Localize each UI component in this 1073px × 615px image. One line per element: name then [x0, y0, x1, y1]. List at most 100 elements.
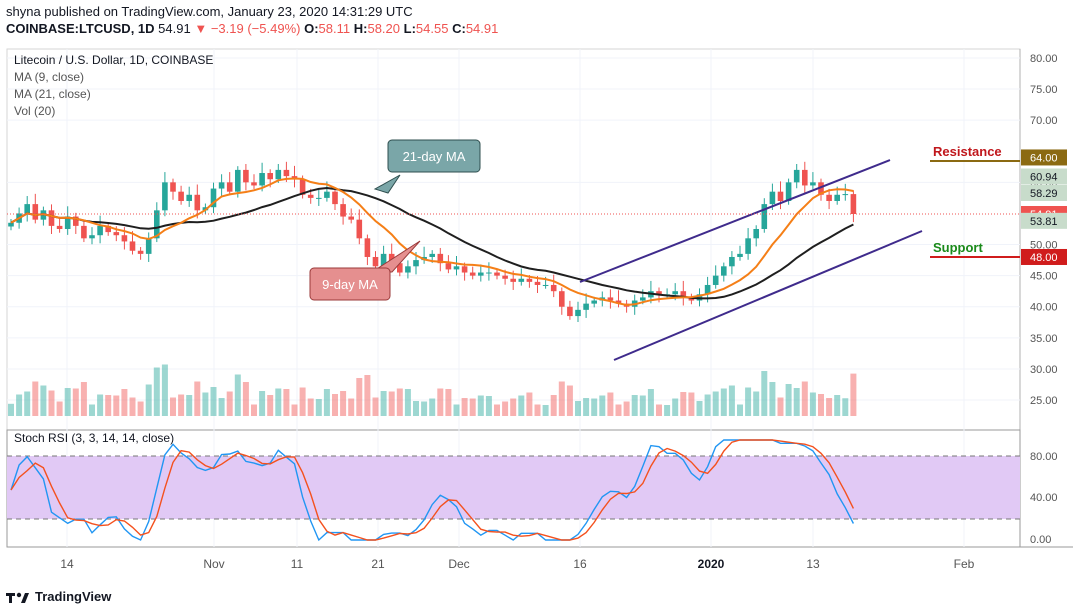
- volume-bar: [8, 403, 14, 416]
- candle[interactable]: [680, 280, 687, 306]
- rsi-tick-80: 80.00: [1030, 451, 1058, 463]
- candle[interactable]: [688, 293, 695, 305]
- candle[interactable]: [137, 247, 144, 260]
- volume-bar: [16, 394, 23, 416]
- candle[interactable]: [170, 178, 176, 200]
- candle[interactable]: [24, 196, 30, 222]
- candle[interactable]: [478, 264, 484, 282]
- candle[interactable]: [81, 219, 87, 243]
- candle[interactable]: [405, 260, 411, 279]
- volume-bar: [615, 404, 622, 416]
- low-value: 54.55: [415, 21, 449, 36]
- candle[interactable]: [842, 183, 849, 201]
- candle[interactable]: [372, 251, 379, 271]
- candle[interactable]: [575, 301, 581, 322]
- candle[interactable]: [737, 245, 743, 261]
- candle[interactable]: [721, 262, 727, 282]
- candle[interactable]: [729, 251, 735, 275]
- candle[interactable]: [583, 293, 589, 318]
- candle[interactable]: [550, 274, 557, 298]
- time-axis[interactable]: 14 Nov 11 21 Dec 16 2020 13 Feb: [60, 557, 974, 571]
- candle[interactable]: [340, 198, 346, 225]
- candle[interactable]: [518, 268, 525, 286]
- candle[interactable]: [802, 161, 808, 194]
- candle[interactable]: [364, 234, 371, 266]
- candle[interactable]: [559, 287, 565, 315]
- volume-bar: [404, 389, 411, 416]
- candle[interactable]: [486, 262, 492, 281]
- ma9-line[interactable]: [10, 177, 854, 307]
- candle[interactable]: [777, 181, 784, 210]
- candle[interactable]: [194, 184, 201, 219]
- candle[interactable]: [291, 165, 298, 188]
- vol-legend[interactable]: Vol (20): [14, 104, 55, 118]
- candle[interactable]: [218, 174, 225, 197]
- candle[interactable]: [210, 182, 217, 214]
- candle[interactable]: [40, 206, 47, 226]
- candle[interactable]: [348, 208, 354, 224]
- close-value: 54.91: [465, 21, 499, 36]
- candle[interactable]: [850, 190, 857, 223]
- volume-bar: [737, 404, 743, 416]
- candle[interactable]: [623, 299, 630, 313]
- candle[interactable]: [89, 227, 95, 245]
- ma21-callout[interactable]: 21-day MA: [373, 139, 481, 194]
- candle[interactable]: [162, 172, 168, 217]
- lower-trendline[interactable]: [613, 230, 923, 361]
- price-axis[interactable]: 80.0075.0070.0060.0050.0045.0040.0035.00…: [1030, 53, 1058, 407]
- candle[interactable]: [145, 232, 152, 262]
- candle[interactable]: [793, 163, 800, 189]
- tradingview-logo-icon: [6, 592, 29, 603]
- candle[interactable]: [316, 189, 322, 206]
- volume-bar: [785, 384, 792, 416]
- candle[interactable]: [332, 187, 338, 211]
- candle[interactable]: [32, 193, 39, 224]
- upper-trendline[interactable]: [579, 159, 891, 283]
- candle[interactable]: [753, 225, 759, 247]
- volume-bar: [429, 398, 436, 416]
- ma21-line[interactable]: [10, 186, 854, 300]
- ma9-legend[interactable]: MA (9, close): [14, 70, 84, 84]
- candle[interactable]: [421, 246, 427, 264]
- candle[interactable]: [178, 185, 184, 205]
- ma9-callout-text: 9-day MA: [322, 277, 378, 292]
- candle[interactable]: [818, 178, 824, 201]
- candle[interactable]: [494, 268, 500, 280]
- ma9-callout[interactable]: 9-day MA: [309, 240, 421, 301]
- candle[interactable]: [469, 266, 476, 280]
- candle[interactable]: [56, 217, 63, 233]
- candle[interactable]: [445, 255, 452, 274]
- candle[interactable]: [226, 172, 233, 196]
- candle[interactable]: [810, 172, 816, 190]
- rsi-legend[interactable]: Stoch RSI (3, 3, 14, 14, close): [14, 431, 174, 445]
- volume-bar: [340, 391, 347, 416]
- candle[interactable]: [826, 188, 832, 210]
- candle[interactable]: [186, 186, 192, 207]
- candle[interactable]: [73, 212, 79, 234]
- candle[interactable]: [105, 222, 111, 236]
- candle[interactable]: [64, 206, 71, 235]
- candle[interactable]: [761, 198, 768, 233]
- candle[interactable]: [453, 256, 460, 276]
- price-badge-label: 64.00: [1030, 152, 1058, 164]
- candle[interactable]: [567, 300, 573, 320]
- chart-canvas[interactable]: Litecoin / U.S. Dollar, 1D, COINBASE MA …: [0, 40, 1073, 588]
- candle[interactable]: [251, 174, 257, 190]
- candle[interactable]: [615, 290, 622, 308]
- candle[interactable]: [356, 209, 363, 245]
- candle[interactable]: [259, 162, 265, 192]
- candles[interactable]: [8, 161, 857, 322]
- candle[interactable]: [129, 231, 136, 255]
- candle[interactable]: [243, 163, 249, 191]
- candle[interactable]: [607, 289, 614, 309]
- ma21-legend[interactable]: MA (21, close): [14, 87, 91, 101]
- candle[interactable]: [712, 265, 719, 289]
- candle[interactable]: [8, 219, 14, 231]
- volume-bar: [186, 395, 193, 416]
- candle[interactable]: [745, 228, 751, 260]
- footer-brand[interactable]: TradingView: [6, 589, 111, 604]
- candle[interactable]: [97, 215, 103, 244]
- symbol-label[interactable]: COINBASE:LTCUSD, 1D: [6, 21, 155, 36]
- candle[interactable]: [437, 247, 444, 272]
- candle[interactable]: [48, 204, 55, 234]
